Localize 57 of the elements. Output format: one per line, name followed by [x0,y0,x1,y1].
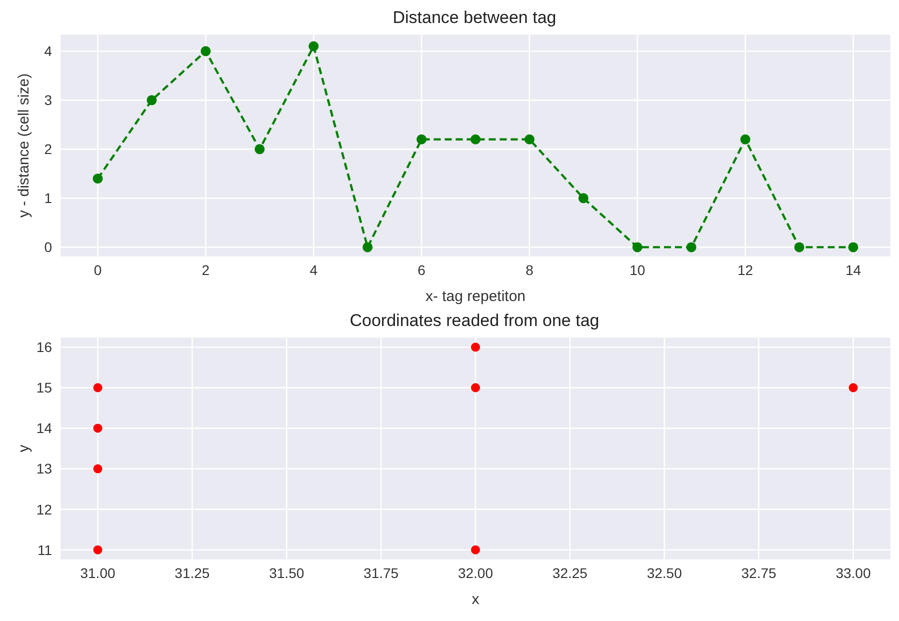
y-tick-label: 12 [36,501,52,518]
point [794,242,804,252]
point [848,383,858,392]
x-tick-label: 14 [845,262,862,278]
x-tick-label: 0 [94,262,102,278]
y-tick-label: 16 [36,339,52,356]
y-tick-label: 4 [44,43,52,60]
y-tick-label: 11 [37,542,52,558]
point [93,545,102,554]
y-tick-label: 1 [44,190,52,206]
point [93,424,102,433]
y-tick-label: 14 [36,420,52,436]
point [200,46,211,56]
x-tick-label: 32.50 [646,564,682,581]
chart-title: Coordinates readed from one tag [348,311,600,332]
point [578,193,588,204]
point [848,242,858,252]
x-tick-label: 2 [202,262,210,278]
y-tick-label: 0 [44,239,52,256]
point [254,144,265,154]
x-tick-label: 31.25 [174,564,210,581]
x-tick-label: 10 [630,262,646,278]
x-tick-label: 8 [526,262,534,278]
x-axis-title: x- tag repetiton [425,288,526,305]
x-tick-label: 4 [310,262,318,278]
y-tick-label: 13 [36,460,52,477]
point [686,242,696,252]
x-tick-label: 33.00 [836,564,871,581]
x-tick-label: 31.50 [269,564,304,581]
x-tick-label: 31.00 [80,564,116,581]
x-tick-label: 32.25 [552,564,588,581]
point [93,383,102,392]
y-axis-title: y - distance (cell size) [16,73,32,218]
y-tick-label: 3 [44,92,52,108]
x-tick-label: 12 [738,262,754,278]
x-tick-label: 32.75 [741,564,777,581]
point [93,464,102,474]
x-axis-title: x [472,591,480,608]
point [524,134,534,144]
point [740,134,750,144]
x-tick-label: 6 [418,262,426,278]
point [470,342,480,352]
point [470,134,480,144]
point [146,95,157,106]
chart-title: Distance between tag [392,8,558,29]
point [308,41,319,52]
x-tick-label: 31.75 [364,564,399,581]
x-tick-label: 32.00 [458,564,494,581]
y-tick-label: 15 [36,380,52,396]
point [362,242,373,252]
y-tick-label: 2 [44,141,52,158]
point [632,242,642,252]
point [470,383,480,392]
point [470,545,480,554]
point [92,174,103,184]
point [416,134,427,144]
y-axis-title: y [16,444,32,452]
